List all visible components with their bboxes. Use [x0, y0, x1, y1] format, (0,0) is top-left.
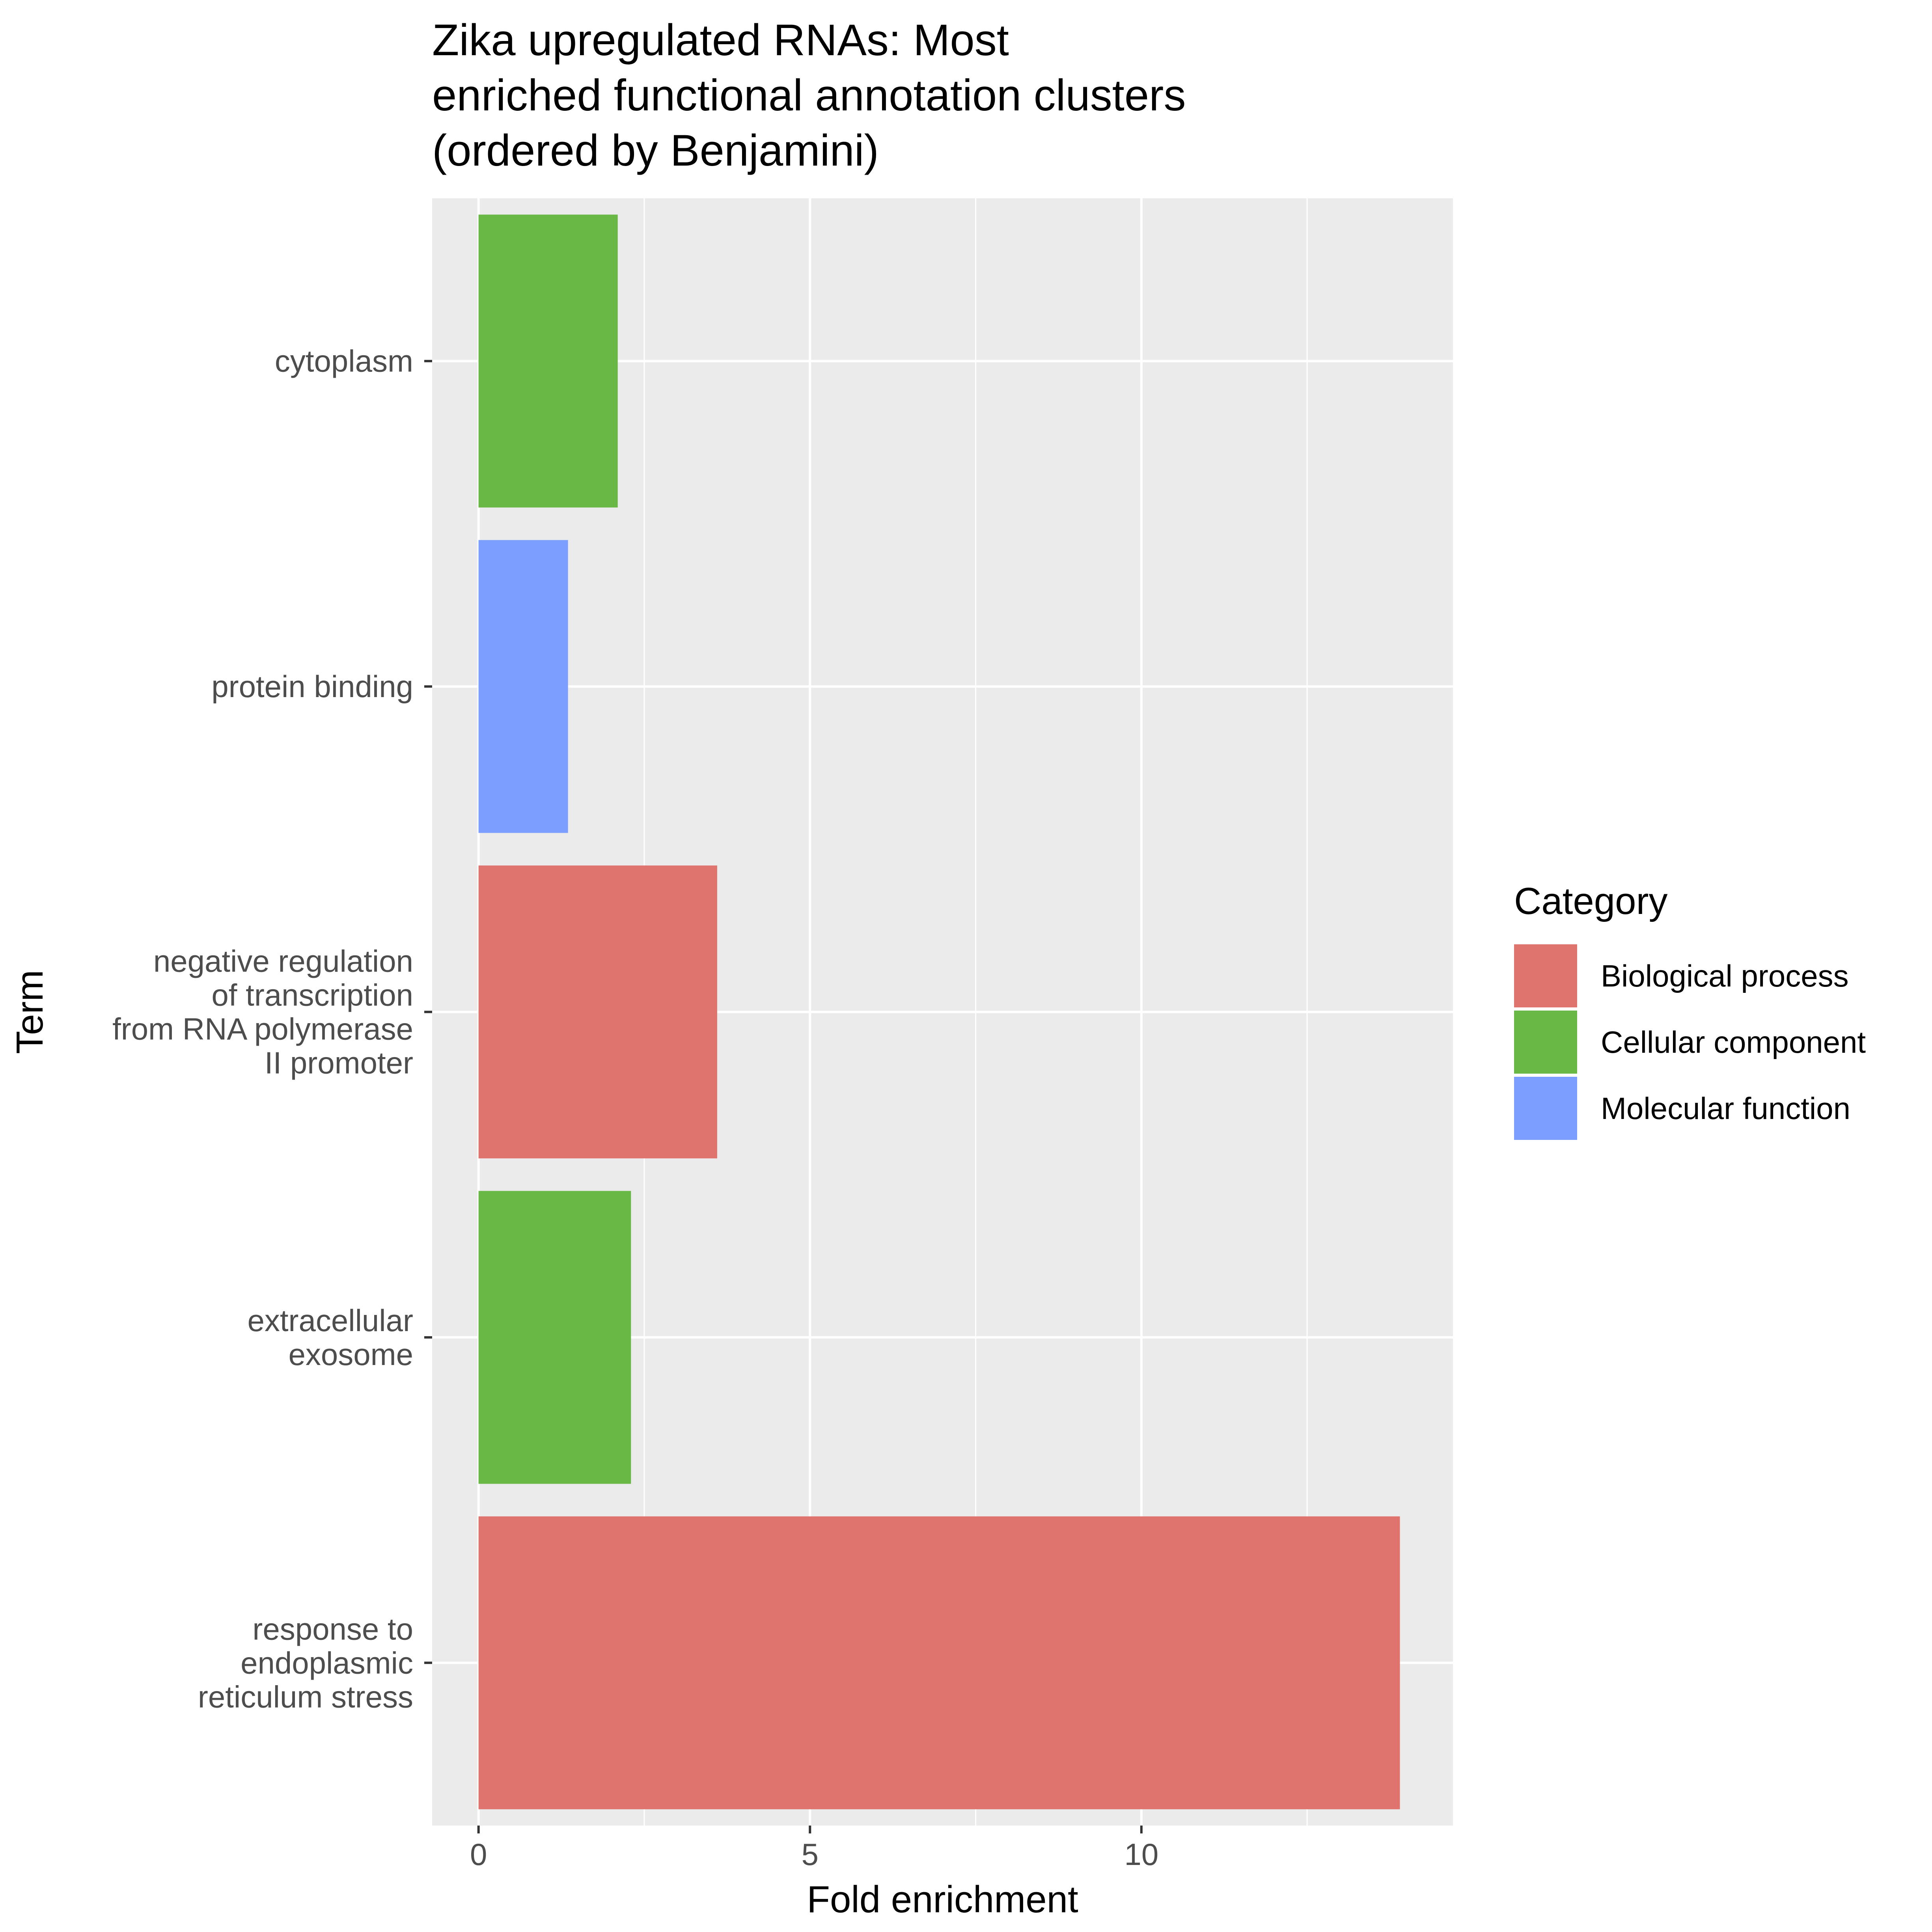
y-axis: cytoplasm protein binding negative regulat… — [112, 344, 432, 1714]
bar-protein-binding — [478, 540, 568, 833]
y-tick-label-er-stress: response to endoplasmic reticulum stress — [198, 1611, 413, 1714]
x-tick-label: 5 — [802, 1837, 819, 1872]
y-tick-label-extracellular-exosome: extracellular exosome — [247, 1303, 413, 1372]
x-axis-title: Fold enrichment — [807, 1878, 1078, 1921]
x-axis: 0 5 10 — [470, 1826, 1158, 1872]
legend: Category Biological process Cellular comp… — [1514, 880, 1866, 1140]
bars — [478, 214, 1400, 1809]
legend-key-swatch — [1514, 1077, 1577, 1140]
legend-key-label: Molecular function — [1601, 1091, 1850, 1126]
chart-title-line-1: Zika upregulated RNAs: Most — [432, 15, 1009, 65]
chart-title-line-3: (ordered by Benjamini) — [432, 126, 879, 175]
legend-key-swatch — [1514, 1011, 1577, 1074]
x-tick-label: 0 — [470, 1837, 487, 1872]
y-tick-label-protein-binding: protein binding — [211, 669, 413, 704]
legend-key-label: Cellular component — [1601, 1025, 1866, 1059]
bar-cytoplasm — [478, 214, 618, 508]
y-tick-label-cytoplasm: cytoplasm — [275, 344, 413, 379]
legend-key-label: Biological process — [1601, 959, 1849, 993]
bar-extracellular-exosome — [478, 1191, 631, 1484]
chart-title-line-2: enriched functional annotation clusters — [432, 71, 1186, 120]
y-axis-title: Term — [9, 970, 51, 1054]
legend-key-swatch — [1514, 944, 1577, 1007]
y-tick-label-neg-reg-transcription: negative regulation of transcription from … — [112, 944, 413, 1080]
legend-title: Category — [1514, 880, 1668, 922]
bar-neg-reg-transcription — [478, 865, 717, 1158]
x-tick-label: 10 — [1124, 1837, 1158, 1872]
bar-er-stress — [478, 1516, 1400, 1809]
